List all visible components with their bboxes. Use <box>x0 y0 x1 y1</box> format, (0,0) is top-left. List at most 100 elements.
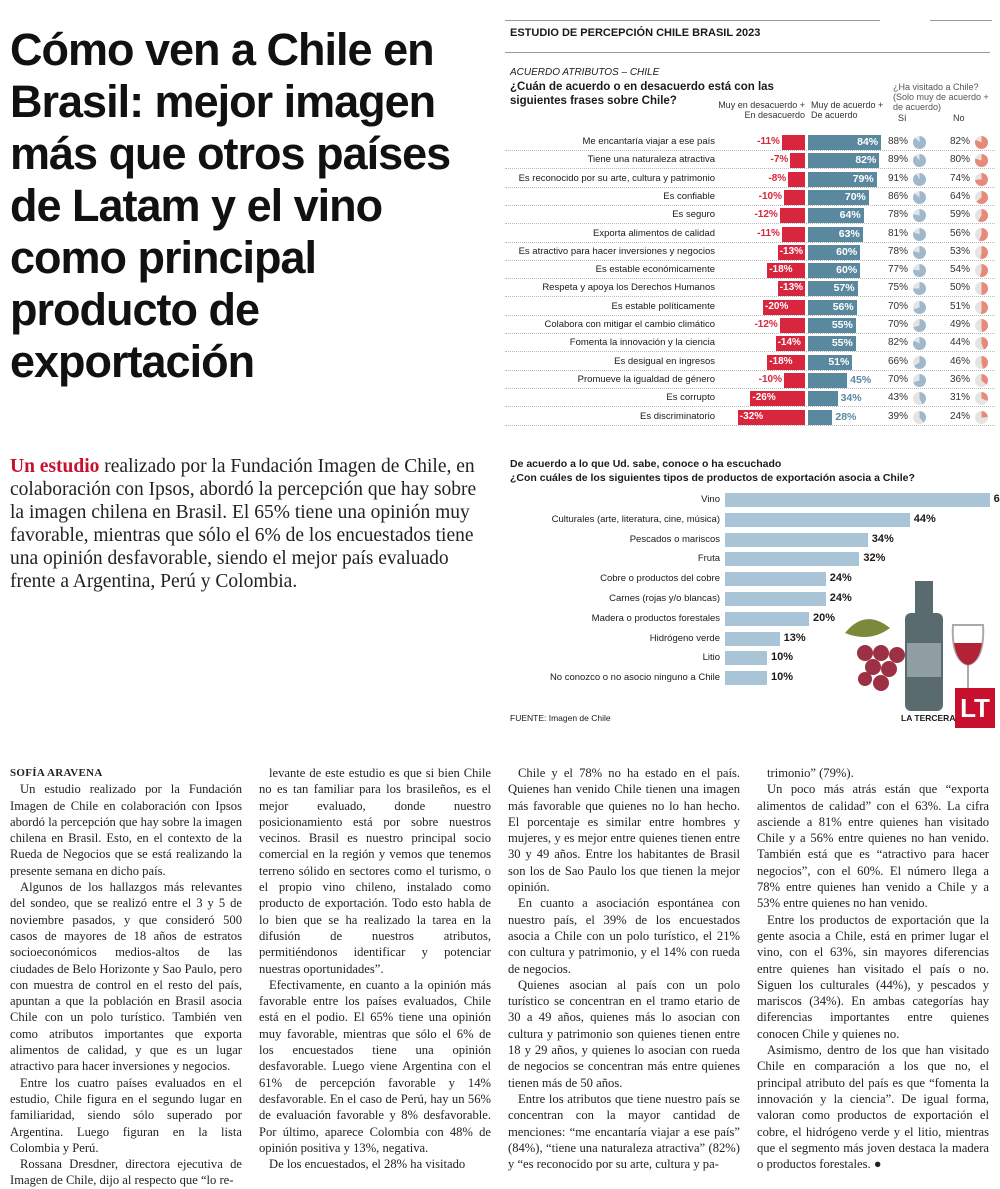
attribute-row: Es discriminatorio -32% 28% 39% 24% <box>505 408 995 426</box>
section-label: ACUERDO ATRIBUTOS – CHILE <box>510 67 660 78</box>
agree-bar: 57% <box>808 281 858 297</box>
divider <box>930 20 992 21</box>
divider <box>505 20 880 21</box>
product-bar <box>725 631 780 646</box>
visited-no-value: 36% <box>950 373 971 385</box>
visited-si-value: 43% <box>888 392 909 404</box>
visited-no-pie-icon <box>975 190 988 204</box>
product-bar <box>725 493 990 507</box>
visited-no-value: 46% <box>950 355 971 367</box>
disagree-bar <box>777 281 805 297</box>
product-value: 10% <box>771 651 794 664</box>
visited-no-pie-icon <box>975 245 988 259</box>
visited-no-pie-icon <box>975 410 988 424</box>
paragraph: Asimismo, dentro de los que han visitado… <box>757 1043 989 1172</box>
disagree-bar <box>784 189 805 205</box>
attribute-row: Respeta y apoya los Derechos Humanos -13… <box>505 279 995 298</box>
agree-bar: 55% <box>808 318 856 333</box>
visited-si-pie-icon <box>913 373 926 387</box>
attribute-label: Exporta alimentos de calidad <box>593 227 715 239</box>
agree-bar: 84% <box>808 135 882 150</box>
la-tercera-logo: LT <box>955 688 995 728</box>
disagree-bar <box>788 171 805 187</box>
disagree-value: -8% <box>768 172 787 184</box>
disagree-bar <box>763 299 805 315</box>
disagree-value: -10% <box>758 373 782 385</box>
attribute-row: Es corrupto -26% 34% 43% 31% <box>505 389 995 408</box>
visited-si-pie-icon <box>913 319 926 332</box>
visited-si-value: 70% <box>888 373 909 385</box>
attribute-label: Respeta y apoya los Derechos Humanos <box>542 282 715 294</box>
attribute-row: Promueve la igualdad de género -10% 45% … <box>505 371 995 389</box>
product-label: Pescados o mariscos <box>629 533 720 545</box>
disagree-bar <box>767 354 805 370</box>
visited-no-value: 74% <box>950 172 971 184</box>
product-label: No conozco o no asocio ninguno a Chile <box>549 672 720 684</box>
product-value: 24% <box>829 572 852 585</box>
agree-bar <box>808 409 833 425</box>
product-label: Litio <box>702 652 720 664</box>
attribute-label: Es confiable <box>663 190 715 202</box>
visited-no-value: 82% <box>950 136 971 147</box>
disagree-bar <box>750 391 805 407</box>
paragraph: trimonio” (79%). <box>767 766 854 780</box>
visited-no-pie-icon <box>975 154 988 168</box>
agree-bar: 63% <box>808 226 863 242</box>
attribute-row: Es estable políticamente -20% 56% 70% 51… <box>505 298 995 316</box>
agree-bar: 60% <box>808 263 861 279</box>
attribute-row: Fomenta la innovación y la ciencia -14% … <box>505 334 995 353</box>
attribute-row: Es confiable -10% 70% 86% 64% <box>505 188 995 206</box>
product-row: Fruta 32% <box>505 550 995 568</box>
visited-si-pie-icon <box>913 154 926 168</box>
visited-no-value: 50% <box>950 282 971 294</box>
question-1: ¿Cuán de acuerdo o en desacuerdo está co… <box>510 81 774 107</box>
visited-si-pie-icon <box>913 337 926 351</box>
source: FUENTE: Imagen de Chile <box>510 713 611 723</box>
visited-si-pie-icon <box>913 355 926 369</box>
product-label: Culturales (arte, literatura, cine, músi… <box>551 513 720 525</box>
visited-no-pie-icon <box>975 264 988 278</box>
visited-no-pie-icon <box>975 172 988 186</box>
product-row: Pescados o mariscos 34% <box>505 531 995 549</box>
disagree-value: -12% <box>754 209 778 221</box>
visited-no-value: 59% <box>950 209 971 221</box>
visited-si-pie-icon <box>913 282 926 296</box>
product-value: 20% <box>813 611 836 624</box>
agree-bar <box>808 372 848 388</box>
visited-no-pie-icon <box>975 337 988 351</box>
paragraph: Efectivamente, en cuanto a la opinión má… <box>259 977 491 1155</box>
divider <box>505 52 990 53</box>
visited-si-value: 70% <box>888 319 909 330</box>
attribute-label: Es corrupto <box>666 392 715 404</box>
product-bar <box>725 532 868 547</box>
product-row: Madera o productos forestales 20% <box>505 610 995 628</box>
product-value: 44% <box>913 512 936 525</box>
visited-no-pie-icon <box>975 319 988 332</box>
paragraph: Entre los cuatro países evaluados en el … <box>10 1075 242 1155</box>
infographic-title: ESTUDIO DE PERCEPCIÓN CHILE BRASIL 2023 <box>510 27 761 39</box>
visited-si-pie-icon <box>913 136 926 149</box>
disagree-bar <box>767 263 805 279</box>
disagree-bar <box>790 153 805 169</box>
product-value: 34% <box>871 532 894 545</box>
attribute-label: Tiene una naturaleza atractiva <box>587 154 715 166</box>
disagree-bar <box>781 135 805 150</box>
disagree-bar <box>775 336 805 352</box>
attribute-label: Es reconocido por su arte, cultura y pat… <box>518 172 715 184</box>
column-4: trimonio” (79%). Un poco más atrás están … <box>757 765 989 1172</box>
col-header-positive: Muy de acuerdo + De acuerdo <box>811 100 884 120</box>
attribute-row: Exporta alimentos de calidad -11% 63% 81… <box>505 225 995 243</box>
visited-no-pie-icon <box>975 392 988 406</box>
visited-no-value: 51% <box>950 300 971 312</box>
visited-si-pie-icon <box>913 392 926 406</box>
visited-si-value: 39% <box>888 410 909 422</box>
lead-paragraph: Un estudio realizado por la Fundación Im… <box>10 455 490 593</box>
paragraph: Un poco más atrás están que “exporta ali… <box>757 782 989 911</box>
product-row: Cobre o productos del cobre 24% <box>505 570 995 588</box>
disagree-value: -13% <box>779 282 804 294</box>
visited-no-pie-icon <box>975 227 988 241</box>
visited-no-value: 56% <box>950 227 971 239</box>
disagree-bar <box>779 208 805 224</box>
agree-bar: 51% <box>808 354 853 370</box>
product-value: 32% <box>863 552 886 565</box>
